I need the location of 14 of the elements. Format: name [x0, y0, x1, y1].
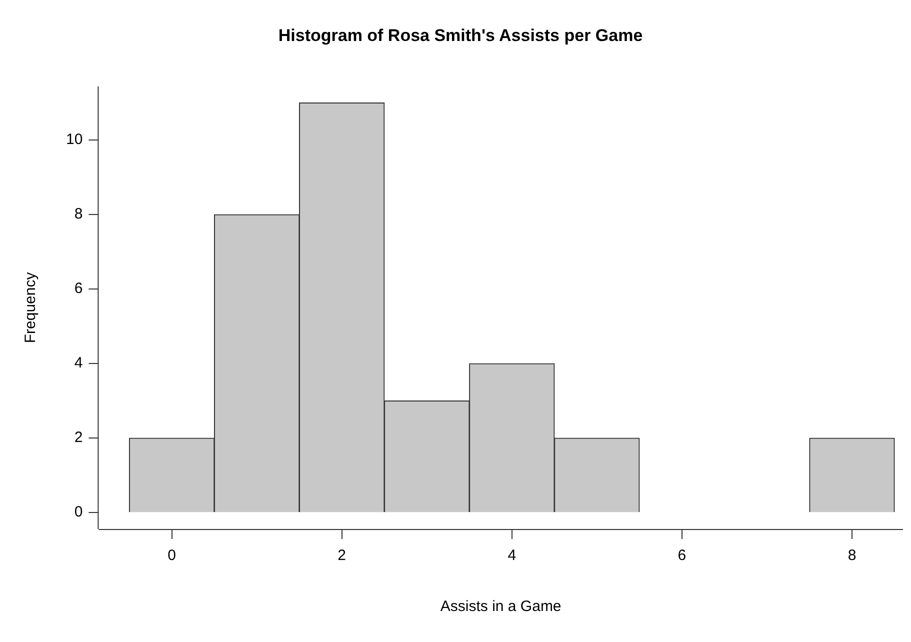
y-tick-label: 0: [74, 504, 83, 521]
chart-title: Histogram of Rosa Smith's Assists per Game: [278, 26, 643, 45]
x-tick-label: 6: [678, 547, 686, 564]
y-tick-label: 10: [66, 131, 83, 148]
x-tick-label: 2: [338, 547, 346, 564]
x-tick-label: 0: [168, 547, 176, 564]
y-tick-label: 2: [74, 429, 83, 446]
x-axis-title: Assists in a Game: [440, 598, 562, 616]
y-tick-label: 8: [74, 206, 83, 223]
x-tick-label: 4: [508, 547, 516, 564]
y-axis-title: Frequency: [22, 272, 40, 344]
x-tick-label: 8: [848, 547, 856, 564]
y-tick-label: 4: [74, 354, 83, 372]
y-tick-label: 6: [74, 280, 83, 298]
